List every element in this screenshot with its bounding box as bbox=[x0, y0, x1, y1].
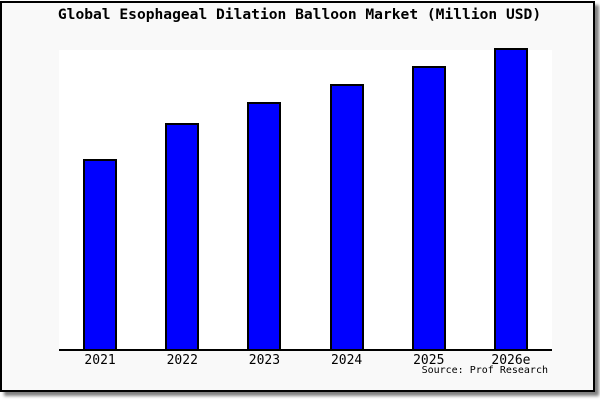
plot-area bbox=[59, 48, 552, 349]
bar-slot-2022 bbox=[141, 123, 223, 349]
bar-slot-2025 bbox=[388, 66, 470, 349]
x-tick-label-2025: 2025 bbox=[413, 353, 445, 368]
bar-slot-2021 bbox=[59, 159, 141, 349]
bar-slot-2026e bbox=[470, 48, 552, 349]
bar-2026e bbox=[493, 48, 528, 349]
source-credit: Source: Prof Research bbox=[421, 365, 548, 376]
bar-2021 bbox=[83, 159, 118, 349]
x-tick-label-2023: 2023 bbox=[248, 353, 281, 368]
bar-2025 bbox=[411, 66, 446, 349]
x-tick-label-2022: 2022 bbox=[166, 353, 198, 368]
chart-title: Global Esophageal Dilation Balloon Marke… bbox=[57, 6, 542, 23]
bar-2024 bbox=[329, 84, 364, 349]
x-tick-label-2024: 2024 bbox=[330, 353, 363, 368]
x-axis-labels: 2021 2022 2023 2024 2025 2026e bbox=[59, 353, 552, 368]
bar-slot-2023 bbox=[223, 102, 305, 349]
x-axis-line bbox=[59, 349, 552, 351]
bar-slot-2024 bbox=[306, 84, 388, 349]
bar-2023 bbox=[247, 102, 282, 349]
bar-2022 bbox=[165, 123, 200, 349]
x-tick-label-2026e: 2026e bbox=[491, 353, 531, 368]
x-tick-label-2021: 2021 bbox=[84, 353, 116, 368]
